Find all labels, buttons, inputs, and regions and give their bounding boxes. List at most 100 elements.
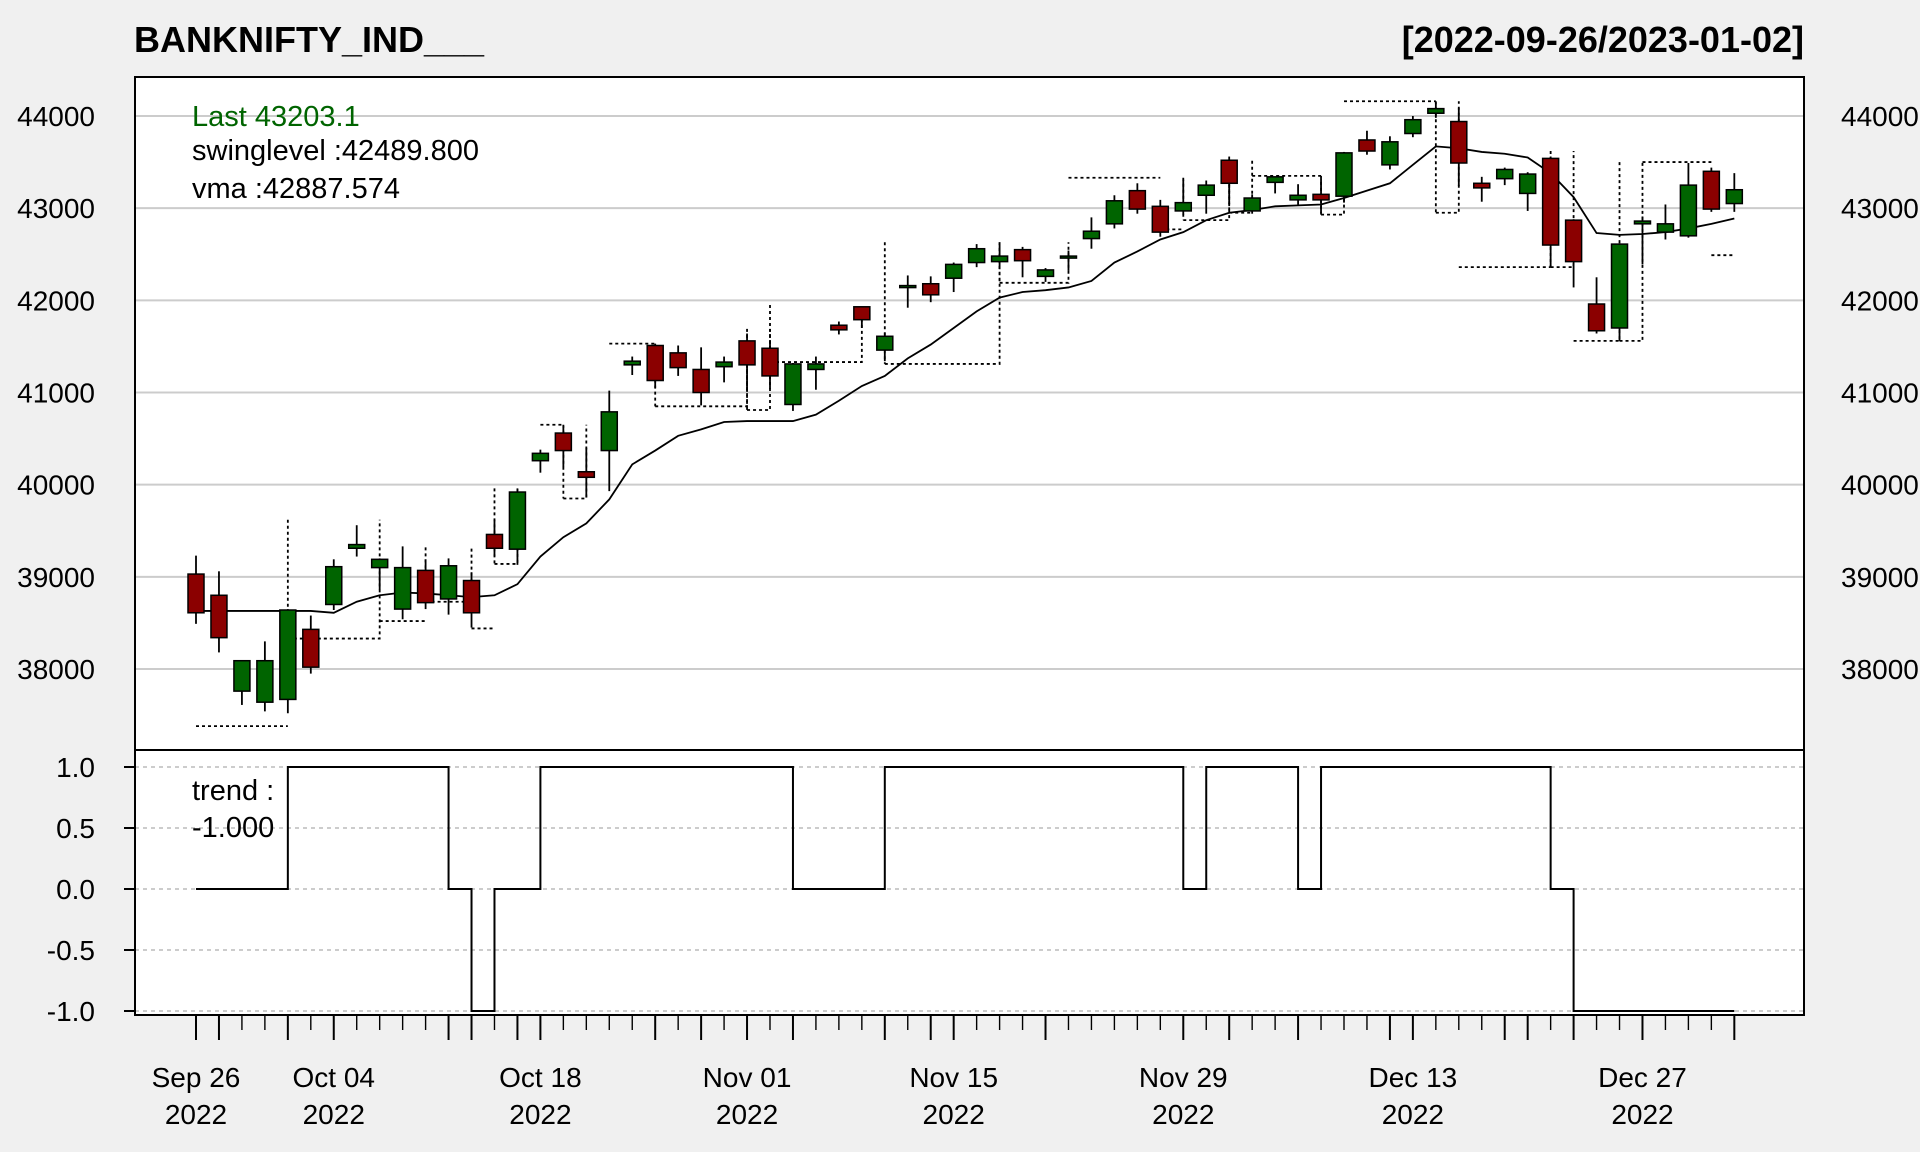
candle [944,262,963,293]
candle [1473,176,1491,202]
trend-y-tick-label: 1.0 [56,752,95,783]
main-y-tick-label-left: 42000 [17,285,95,316]
candle-body [830,324,848,331]
main-y-ticks-right: 38000 39000 40000 41000 42000 43000 44000 [1841,101,1919,685]
candle-body [899,284,917,289]
x-tick-label-year: 2022 [716,1099,778,1130]
candle-body [600,411,619,452]
candle-body [1358,139,1376,152]
candle [1036,268,1055,282]
candle-body [921,282,940,296]
candle [325,559,343,611]
candle-body [1564,219,1583,263]
candle [1541,156,1560,267]
candle-body [1335,152,1353,197]
x-tick-label-year: 2022 [1382,1099,1444,1130]
x-tick-label-date: Sep 26 [152,1062,241,1093]
x-tick-label-date: Dec 27 [1598,1062,1687,1093]
candle [1174,179,1193,215]
x-tick-label-date: Oct 18 [499,1062,581,1093]
trend-line [196,766,1735,1012]
candle [1725,173,1744,212]
x-tick-label-year: 2022 [1611,1099,1673,1130]
candle-body [577,471,596,479]
date-range: [2022-09-26/2023-01-02] [1402,19,1804,60]
candle [692,347,710,406]
candle-body [784,363,802,406]
trend-y-tick-label: -0.5 [47,935,95,966]
main-y-tick-label-left: 40000 [17,470,95,501]
last-value-label: Last 43203.1 [192,101,360,133]
candle [623,356,641,375]
main-y-tick-label-right: 42000 [1841,285,1919,316]
main-gridlines [135,115,1804,670]
candle-body [738,340,756,366]
candle-body [1610,243,1629,329]
candle-body [1725,188,1744,205]
candle-body [1243,197,1261,212]
main-y-tick-label-left: 38000 [17,654,95,685]
candle [1335,151,1353,203]
candle [508,489,527,565]
candle [1587,277,1606,334]
candle-body [715,361,733,368]
main-y-tick-label-left: 39000 [17,562,95,593]
candle-body [1518,173,1537,195]
x-tick-label-year: 2022 [1152,1099,1214,1130]
trend-step-path [196,766,1735,1012]
candle [485,519,504,557]
candle [1633,216,1652,265]
candle [347,525,366,557]
candle [302,615,320,674]
main-y-tick-label-right: 43000 [1841,193,1919,224]
x-tick-label-year: 2022 [509,1099,571,1130]
candle-body [1702,170,1721,210]
candle-body [187,573,205,614]
swinglevel-label: swinglevel :42489.800 [192,135,479,167]
candle [1404,116,1422,138]
candle-body [347,543,366,550]
candle-body [1381,141,1399,166]
main-y-tick-label-right: 44000 [1841,101,1919,132]
candle [876,332,894,362]
main-y-tick-label-left: 44000 [17,101,95,132]
candle-body [876,335,894,351]
candle [761,340,779,389]
candle [1220,156,1238,205]
candle [1381,136,1399,170]
candle [1082,217,1101,249]
main-y-tick-label-left: 43000 [17,193,95,224]
main-y-ticks-left: 38000 39000 40000 41000 42000 43000 44000 [17,101,95,685]
candle [1151,199,1170,237]
candle [393,546,412,620]
candle [1495,167,1514,186]
trend-y-ticks: 1.0 0.5 0.0 -0.5 -1.0 [47,752,135,1027]
candle [784,363,802,411]
main-y-tick-label-left: 41000 [17,378,95,409]
candle-body [1013,248,1032,262]
candle [1702,167,1721,212]
swing-box [769,304,863,363]
main-y-tick-label-right: 40000 [1841,470,1919,501]
candle-body [1473,182,1491,189]
candle-body [1151,205,1170,233]
candle [899,275,917,308]
candle [600,390,619,492]
candle-body [508,491,527,550]
candle [370,558,389,590]
candle [1358,130,1376,155]
candle [187,555,205,624]
candle [1450,107,1468,187]
candle [554,425,573,468]
candle [990,244,1009,269]
candle [439,558,458,615]
candle [233,659,251,705]
candle [738,333,756,391]
candle-body [393,566,412,610]
candle-body [370,558,389,569]
candle-body [256,659,274,703]
trend-label: trend : [192,775,274,807]
candle-body [485,533,504,550]
